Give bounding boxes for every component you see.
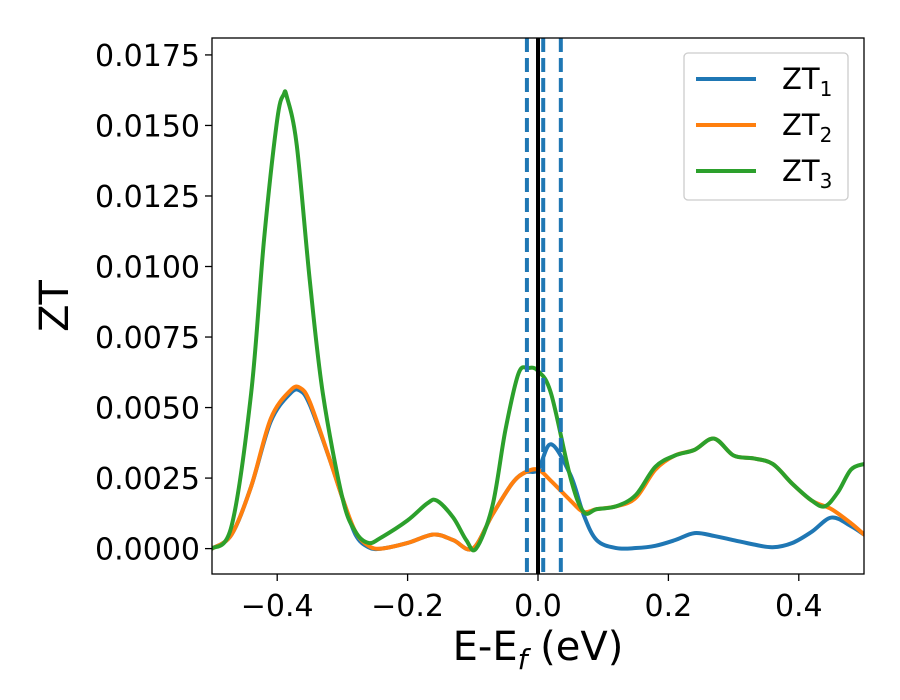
y-tick-label: 0.0100 [95,251,200,286]
legend-label-zt1: ZT1 [782,62,832,101]
x-axis-title-suffix: (eV) [527,624,623,670]
y-tick-label: 0.0050 [95,392,200,427]
legend-box [683,52,849,201]
x-axis-title: E-Ef (eV) [453,624,624,676]
x-axis-title-main: E-E [453,624,518,670]
y-tick-label: 0.0175 [95,39,200,74]
legend: ZT1 ZT2 ZT3 [683,52,849,201]
y-tick-label: 0.0025 [95,462,200,497]
y-tick-label: 0.0075 [95,321,200,356]
x-tick-label: 0.4 [775,589,823,624]
legend-label-zt3: ZT3 [782,154,832,193]
x-tick-label: 0.0 [514,589,562,624]
y-tick-label: 0.0000 [95,533,200,568]
series-layer [212,89,864,553]
legend-label-zt2: ZT2 [782,108,832,147]
legend-entries: ZT1 ZT2 ZT3 [696,62,832,193]
y-tick-label: 0.0125 [95,180,200,215]
x-tick-label: −0.4 [241,589,314,624]
y-axis-title: ZT [32,280,78,332]
reference-lines [524,38,563,574]
y-axis-ticks: 0.0000 0.0025 0.0050 0.0075 0.0100 0.0125 0.01… [95,39,212,568]
x-tick-label: −0.2 [371,589,444,624]
y-tick-label: 0.0150 [95,109,200,144]
x-tick-label: 0.2 [645,589,693,624]
series-line-zt3 [212,89,864,553]
x-axis-ticks: −0.4 −0.2 0.0 0.2 0.4 [241,574,823,624]
